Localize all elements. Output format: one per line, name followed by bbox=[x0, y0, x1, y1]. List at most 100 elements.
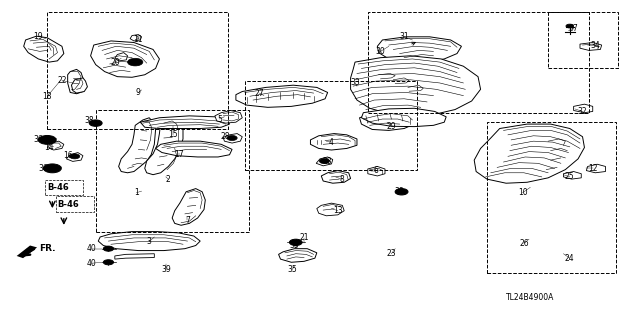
Polygon shape bbox=[321, 171, 351, 183]
Circle shape bbox=[103, 246, 113, 251]
Polygon shape bbox=[24, 36, 64, 62]
Text: 33: 33 bbox=[350, 78, 360, 87]
Text: B-46: B-46 bbox=[47, 183, 69, 192]
Text: 22: 22 bbox=[57, 76, 67, 85]
Circle shape bbox=[48, 166, 57, 171]
Polygon shape bbox=[310, 134, 357, 150]
Polygon shape bbox=[118, 118, 156, 173]
Text: 11: 11 bbox=[134, 35, 143, 44]
Text: 35: 35 bbox=[290, 241, 300, 250]
Circle shape bbox=[395, 189, 408, 195]
Polygon shape bbox=[91, 41, 159, 77]
Circle shape bbox=[38, 136, 56, 144]
Text: 18: 18 bbox=[42, 92, 52, 101]
Polygon shape bbox=[586, 164, 605, 173]
Bar bbox=[56, 197, 94, 212]
Text: 10: 10 bbox=[518, 188, 527, 197]
Bar bbox=[368, 11, 589, 113]
Text: 12: 12 bbox=[588, 164, 598, 173]
Text: 21: 21 bbox=[300, 234, 309, 242]
Text: 32: 32 bbox=[578, 107, 588, 116]
Polygon shape bbox=[573, 104, 593, 113]
Polygon shape bbox=[145, 119, 183, 175]
Polygon shape bbox=[278, 249, 317, 262]
Circle shape bbox=[319, 159, 330, 164]
Polygon shape bbox=[130, 34, 141, 41]
Text: 24: 24 bbox=[565, 254, 575, 263]
Circle shape bbox=[93, 122, 99, 125]
Circle shape bbox=[127, 58, 143, 66]
Polygon shape bbox=[172, 189, 205, 225]
Circle shape bbox=[90, 120, 102, 126]
Text: 40: 40 bbox=[87, 259, 97, 268]
Polygon shape bbox=[360, 111, 415, 130]
Bar bbox=[96, 109, 248, 232]
Polygon shape bbox=[378, 37, 461, 62]
Bar bbox=[548, 11, 618, 69]
Circle shape bbox=[227, 136, 237, 141]
Bar bbox=[487, 122, 616, 273]
Polygon shape bbox=[115, 254, 154, 259]
Text: 40: 40 bbox=[87, 244, 97, 253]
Polygon shape bbox=[17, 246, 37, 258]
Text: 27: 27 bbox=[255, 89, 264, 98]
Circle shape bbox=[103, 260, 113, 265]
Polygon shape bbox=[67, 152, 83, 161]
Text: TL24B4900A: TL24B4900A bbox=[506, 293, 554, 301]
Text: 6: 6 bbox=[374, 166, 378, 175]
Text: 38: 38 bbox=[84, 116, 94, 125]
Text: 14: 14 bbox=[44, 143, 54, 152]
Text: 37: 37 bbox=[569, 24, 579, 33]
Polygon shape bbox=[215, 110, 243, 123]
Text: 2: 2 bbox=[166, 174, 171, 184]
Circle shape bbox=[289, 239, 302, 246]
Text: 30: 30 bbox=[376, 47, 385, 56]
Text: 20: 20 bbox=[110, 58, 120, 67]
Text: 36: 36 bbox=[33, 135, 44, 145]
Polygon shape bbox=[368, 167, 385, 176]
Text: 9: 9 bbox=[136, 88, 141, 97]
Text: 4: 4 bbox=[329, 137, 334, 147]
Text: 28: 28 bbox=[323, 157, 332, 166]
Text: 35: 35 bbox=[287, 265, 297, 274]
Text: 7: 7 bbox=[185, 216, 190, 225]
Polygon shape bbox=[99, 232, 200, 250]
Polygon shape bbox=[236, 85, 328, 107]
Bar bbox=[45, 180, 83, 195]
Polygon shape bbox=[223, 134, 243, 143]
Bar bbox=[245, 81, 417, 170]
Text: 1: 1 bbox=[134, 188, 139, 197]
Text: FR.: FR. bbox=[40, 244, 56, 253]
Text: 5: 5 bbox=[217, 115, 221, 123]
Polygon shape bbox=[580, 42, 602, 50]
Circle shape bbox=[398, 190, 404, 193]
Text: 15: 15 bbox=[168, 130, 179, 139]
Polygon shape bbox=[563, 172, 581, 179]
Text: 31: 31 bbox=[399, 32, 409, 41]
Polygon shape bbox=[362, 108, 446, 127]
Polygon shape bbox=[140, 116, 230, 129]
Polygon shape bbox=[68, 69, 84, 94]
Polygon shape bbox=[156, 141, 232, 157]
Circle shape bbox=[131, 60, 139, 64]
Polygon shape bbox=[47, 141, 64, 150]
Text: 13: 13 bbox=[333, 206, 342, 215]
Text: 17: 17 bbox=[173, 150, 183, 159]
Text: 8: 8 bbox=[340, 174, 345, 184]
Text: 29: 29 bbox=[387, 122, 396, 131]
Circle shape bbox=[566, 24, 573, 28]
Polygon shape bbox=[474, 124, 584, 183]
Circle shape bbox=[44, 164, 61, 173]
Text: 23: 23 bbox=[387, 249, 396, 258]
Text: 3: 3 bbox=[147, 237, 152, 246]
Text: 36: 36 bbox=[38, 164, 48, 173]
Polygon shape bbox=[351, 56, 481, 116]
Text: 38: 38 bbox=[395, 187, 404, 196]
Text: 39: 39 bbox=[161, 265, 171, 274]
Bar bbox=[47, 11, 228, 129]
Polygon shape bbox=[72, 78, 88, 93]
Polygon shape bbox=[317, 203, 344, 216]
Polygon shape bbox=[115, 53, 127, 61]
Text: 26: 26 bbox=[519, 239, 529, 248]
Text: 25: 25 bbox=[565, 172, 575, 182]
